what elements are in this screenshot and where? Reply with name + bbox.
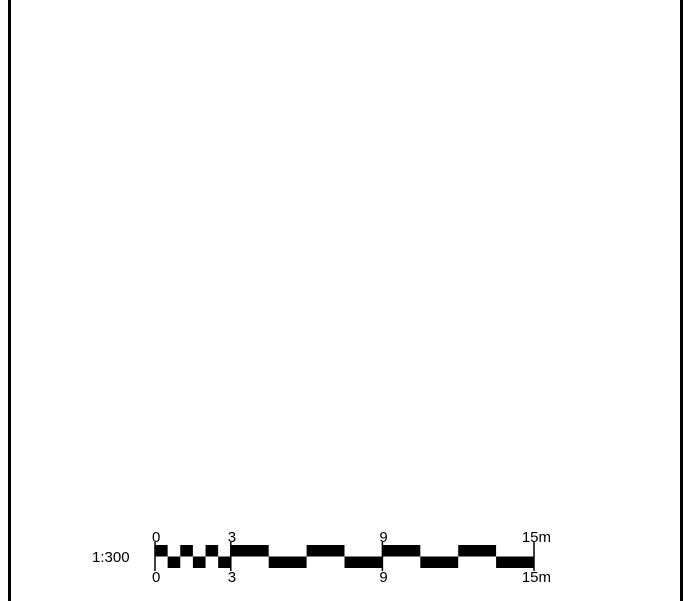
scale-fine-cell: [155, 545, 168, 557]
scale-fine-cell: [205, 545, 219, 557]
scale-fine-cell: [180, 545, 193, 557]
scale-coarse-cell: [306, 545, 345, 557]
scale-bottom-label: 0: [152, 569, 160, 586]
scale-bar-ticks: [154, 542, 535, 571]
scale-bar-cells: [155, 545, 534, 568]
scale-coarse-cell: [420, 556, 459, 568]
scale-coarse-cell: [268, 556, 307, 568]
scale-bottom-label: 15m: [522, 569, 551, 586]
scale-coarse-cell: [230, 545, 269, 557]
scale-top-labels: 0 3 9 15m: [152, 529, 551, 546]
scale-fine-cell: [192, 556, 206, 568]
scale-bar: 1:300 0 3 9 15m 0 3 9 15m: [92, 529, 551, 586]
scale-top-label: 15m: [522, 529, 551, 546]
scale-fine-cell: [218, 556, 231, 568]
scale-top-label: 0: [152, 529, 160, 546]
scale-top-label: 9: [379, 529, 387, 546]
scale-top-label: 3: [228, 529, 236, 546]
scale-coarse-cell: [382, 545, 421, 557]
scale-bottom-labels: 0 3 9 15m: [152, 569, 551, 586]
scale-bottom-label: 9: [379, 569, 387, 586]
scale-coarse-cell: [458, 545, 497, 557]
scale-coarse-cell: [496, 556, 534, 568]
scale-ratio-label: 1:300: [92, 549, 130, 566]
scale-bottom-label: 3: [228, 569, 236, 586]
scale-fine-cell: [167, 556, 181, 568]
scale-coarse-cell: [344, 556, 383, 568]
